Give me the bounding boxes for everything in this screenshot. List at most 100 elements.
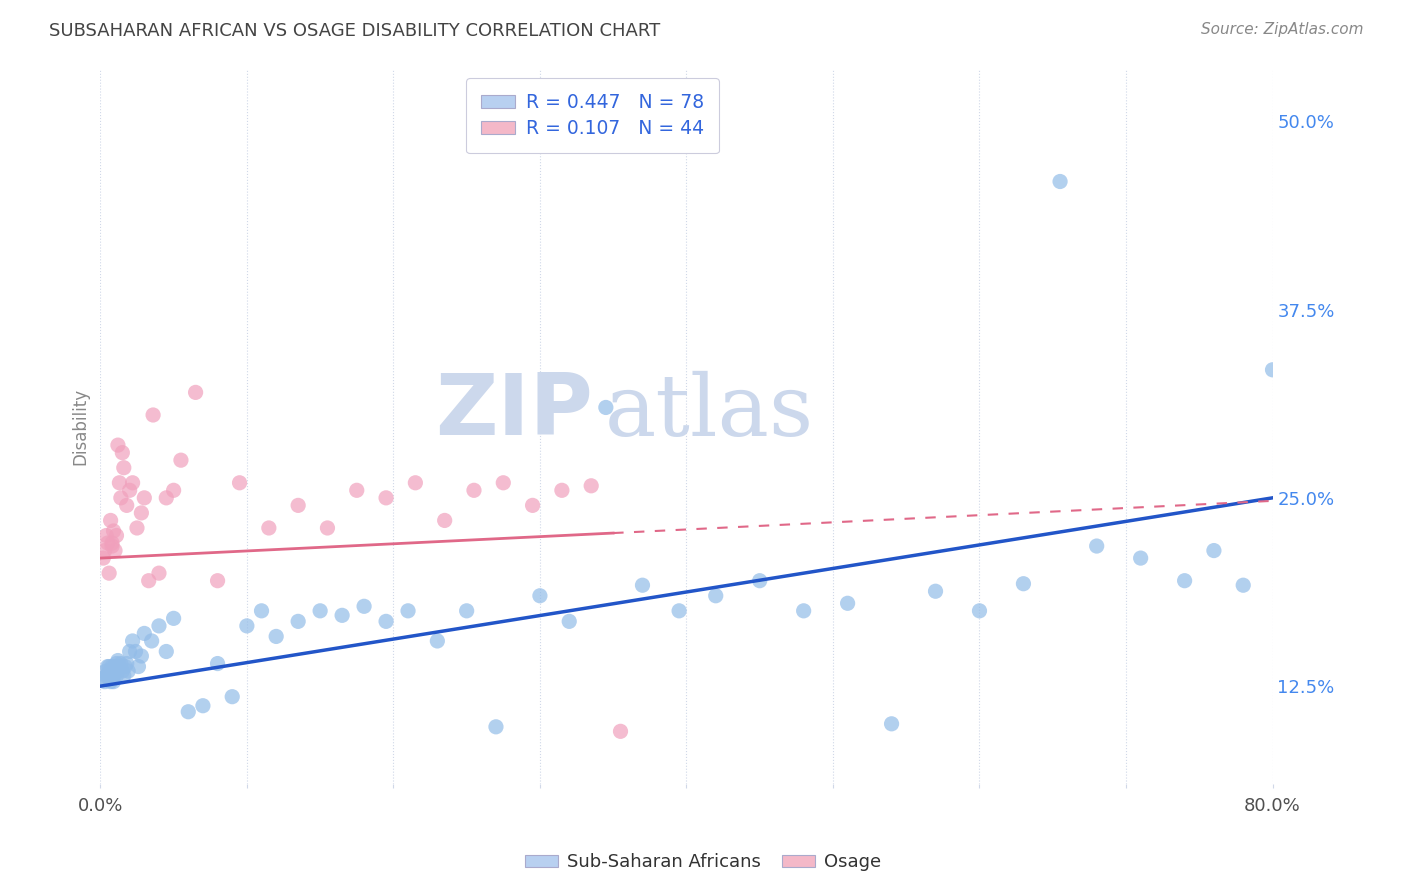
Point — [396, 604, 419, 618]
Point — [100, 674, 122, 689]
Y-axis label: Disability: Disability — [72, 388, 89, 465]
Point — [105, 668, 128, 682]
Point — [96, 668, 118, 682]
Point — [98, 672, 121, 686]
Point — [97, 667, 120, 681]
Point — [1320, 543, 1343, 558]
Point — [108, 659, 131, 673]
Point — [704, 589, 727, 603]
Point — [100, 664, 122, 678]
Point — [1232, 578, 1254, 592]
Point — [1129, 551, 1152, 566]
Point — [111, 664, 134, 678]
Point — [101, 659, 124, 673]
Point — [558, 615, 581, 629]
Point — [162, 483, 184, 498]
Point — [107, 438, 129, 452]
Point — [1378, 558, 1400, 573]
Point — [433, 513, 456, 527]
Point — [98, 566, 121, 581]
Text: Source: ZipAtlas.com: Source: ZipAtlas.com — [1201, 22, 1364, 37]
Point — [375, 615, 398, 629]
Point — [375, 491, 398, 505]
Point — [353, 599, 375, 614]
Point — [1174, 574, 1197, 588]
Point — [191, 698, 214, 713]
Point — [125, 521, 148, 535]
Point — [162, 611, 184, 625]
Point — [112, 668, 135, 682]
Point — [155, 491, 177, 505]
Point — [111, 445, 134, 459]
Point — [107, 654, 129, 668]
Point — [184, 385, 207, 400]
Point — [118, 644, 141, 658]
Point — [97, 536, 120, 550]
Legend: R = 0.447   N = 78, R = 0.107   N = 44: R = 0.447 N = 78, R = 0.107 N = 44 — [467, 78, 720, 153]
Point — [1350, 581, 1372, 595]
Text: atlas: atlas — [605, 370, 814, 453]
Point — [141, 634, 163, 648]
Point — [330, 608, 353, 623]
Point — [522, 499, 544, 513]
Point — [148, 619, 170, 633]
Point — [105, 657, 128, 671]
Point — [127, 659, 149, 673]
Point — [529, 589, 551, 603]
Point — [264, 629, 287, 643]
Point — [492, 475, 515, 490]
Point — [595, 401, 617, 415]
Point — [456, 604, 478, 618]
Point — [97, 659, 120, 673]
Point — [104, 659, 127, 673]
Point — [110, 491, 132, 505]
Point — [257, 521, 280, 535]
Point — [1012, 576, 1035, 591]
Point — [668, 604, 690, 618]
Point — [748, 574, 770, 588]
Point — [969, 604, 991, 618]
Point — [1202, 543, 1225, 558]
Point — [104, 543, 127, 558]
Point — [121, 475, 143, 490]
Point — [1261, 363, 1284, 377]
Point — [177, 705, 200, 719]
Point — [485, 720, 508, 734]
Point — [426, 634, 449, 648]
Point — [115, 657, 138, 671]
Point — [101, 539, 124, 553]
Point — [118, 483, 141, 498]
Point — [1291, 554, 1313, 568]
Point — [551, 483, 574, 498]
Text: SUBSAHARAN AFRICAN VS OSAGE DISABILITY CORRELATION CHART: SUBSAHARAN AFRICAN VS OSAGE DISABILITY C… — [49, 22, 661, 40]
Point — [115, 499, 138, 513]
Point — [1085, 539, 1108, 553]
Point — [221, 690, 243, 704]
Point — [107, 664, 129, 678]
Point — [104, 664, 127, 678]
Point — [100, 513, 122, 527]
Point — [837, 596, 859, 610]
Point — [346, 483, 368, 498]
Point — [924, 584, 946, 599]
Legend: Sub-Saharan Africans, Osage: Sub-Saharan Africans, Osage — [517, 847, 889, 879]
Point — [287, 615, 309, 629]
Point — [91, 551, 114, 566]
Text: ZIP: ZIP — [434, 370, 593, 453]
Point — [108, 475, 131, 490]
Point — [134, 491, 156, 505]
Point — [112, 460, 135, 475]
Point — [579, 479, 602, 493]
Point — [103, 674, 125, 689]
Point — [880, 716, 903, 731]
Point — [117, 664, 139, 678]
Point — [1049, 174, 1071, 188]
Point — [91, 672, 114, 686]
Point — [404, 475, 426, 490]
Point — [170, 453, 193, 467]
Point — [138, 574, 160, 588]
Point — [316, 521, 339, 535]
Point — [103, 668, 125, 682]
Point — [207, 657, 229, 671]
Point — [134, 626, 156, 640]
